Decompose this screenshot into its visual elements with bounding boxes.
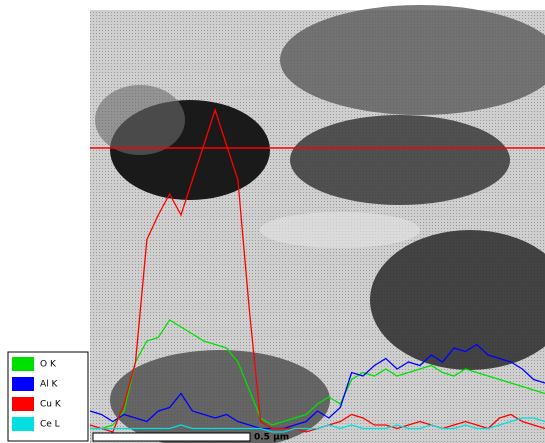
legend-swatch [12,397,34,411]
chart: 0.5 µm O K Al K Cu K Ce L [0,0,545,443]
legend-swatch [12,417,34,431]
legend-swatch [12,377,34,391]
scale-bar-label: 0.5 µm [254,433,289,443]
legend-label: Ce L [40,420,60,430]
micrograph [90,5,545,443]
scale-bar: 0.5 µm [93,433,289,443]
legend-label: O K [40,360,57,370]
legend-label: Al K [40,380,59,390]
legend-label: Cu K [40,400,62,410]
legend-swatch [12,357,34,371]
